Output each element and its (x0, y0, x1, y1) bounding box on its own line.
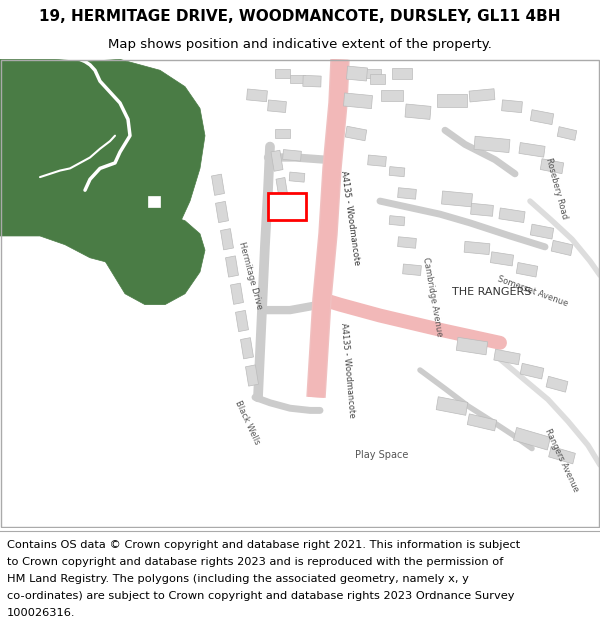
Polygon shape (303, 76, 321, 87)
Polygon shape (530, 224, 554, 239)
Polygon shape (502, 100, 523, 112)
Text: Cambridge Avenue: Cambridge Avenue (421, 257, 443, 338)
Polygon shape (212, 174, 224, 196)
Polygon shape (221, 229, 233, 250)
Text: Black Wells: Black Wells (233, 399, 261, 446)
Polygon shape (389, 216, 405, 226)
Polygon shape (271, 150, 283, 171)
Polygon shape (368, 155, 386, 166)
Text: to Crown copyright and database rights 2023 and is reproduced with the permissio: to Crown copyright and database rights 2… (7, 557, 503, 567)
Polygon shape (347, 66, 367, 81)
Polygon shape (557, 127, 577, 141)
Polygon shape (241, 338, 253, 359)
Polygon shape (105, 214, 205, 304)
Polygon shape (467, 414, 497, 431)
Polygon shape (436, 397, 468, 416)
Text: Rosebery Road: Rosebery Road (544, 156, 569, 219)
Polygon shape (470, 203, 493, 216)
Text: co-ordinates) are subject to Crown copyright and database rights 2023 Ordnance S: co-ordinates) are subject to Crown copyr… (7, 591, 515, 601)
Polygon shape (283, 149, 301, 161)
Polygon shape (344, 93, 373, 109)
Polygon shape (226, 256, 238, 277)
Polygon shape (442, 191, 472, 207)
Text: HM Land Registry. The polygons (including the associated geometry, namely x, y: HM Land Registry. The polygons (includin… (7, 574, 469, 584)
Polygon shape (437, 94, 467, 108)
Polygon shape (398, 188, 416, 199)
Polygon shape (275, 129, 290, 138)
Polygon shape (381, 90, 403, 101)
Polygon shape (520, 363, 544, 379)
Polygon shape (275, 69, 290, 78)
Text: Map shows position and indicative extent of the property.: Map shows position and indicative extent… (108, 38, 492, 51)
Polygon shape (245, 365, 259, 386)
Polygon shape (530, 110, 554, 124)
Polygon shape (290, 74, 305, 83)
Polygon shape (469, 89, 495, 102)
Polygon shape (230, 283, 244, 304)
Polygon shape (405, 104, 431, 119)
Text: Play Space: Play Space (355, 450, 409, 460)
Polygon shape (494, 349, 520, 365)
Polygon shape (499, 208, 525, 222)
Polygon shape (457, 338, 488, 355)
Polygon shape (392, 68, 412, 79)
Polygon shape (490, 252, 514, 266)
Polygon shape (345, 126, 367, 141)
Text: Rangers Avenue: Rangers Avenue (544, 428, 581, 494)
Polygon shape (363, 69, 381, 79)
Bar (268, 194, 306, 219)
Polygon shape (519, 142, 545, 157)
Polygon shape (370, 74, 385, 84)
Text: THE RANGERS: THE RANGERS (452, 287, 532, 297)
Polygon shape (403, 264, 421, 276)
Text: A4135 - Woodmancote: A4135 - Woodmancote (340, 322, 356, 418)
Polygon shape (215, 201, 229, 222)
Polygon shape (268, 100, 286, 112)
Polygon shape (464, 241, 490, 254)
Polygon shape (516, 262, 538, 277)
Text: A4135 - Woodmancote: A4135 - Woodmancote (339, 169, 361, 265)
Polygon shape (236, 311, 248, 332)
Polygon shape (398, 237, 416, 248)
Polygon shape (0, 59, 205, 264)
Polygon shape (474, 136, 510, 152)
Polygon shape (548, 446, 575, 464)
Polygon shape (551, 241, 573, 256)
Polygon shape (540, 159, 564, 174)
Polygon shape (289, 172, 305, 182)
Text: Hermitage Drive: Hermitage Drive (236, 241, 263, 310)
Text: 100026316.: 100026316. (7, 608, 76, 618)
Text: Contains OS data © Crown copyright and database right 2021. This information is : Contains OS data © Crown copyright and d… (7, 540, 520, 550)
Bar (148, 196, 160, 206)
Polygon shape (247, 89, 268, 102)
Polygon shape (389, 167, 405, 177)
Text: 19, HERMITAGE DRIVE, WOODMANCOTE, DURSLEY, GL11 4BH: 19, HERMITAGE DRIVE, WOODMANCOTE, DURSLE… (39, 9, 561, 24)
Polygon shape (514, 428, 550, 450)
Text: Somerset Avenue: Somerset Avenue (497, 274, 569, 309)
Polygon shape (546, 376, 568, 392)
Polygon shape (276, 177, 288, 199)
